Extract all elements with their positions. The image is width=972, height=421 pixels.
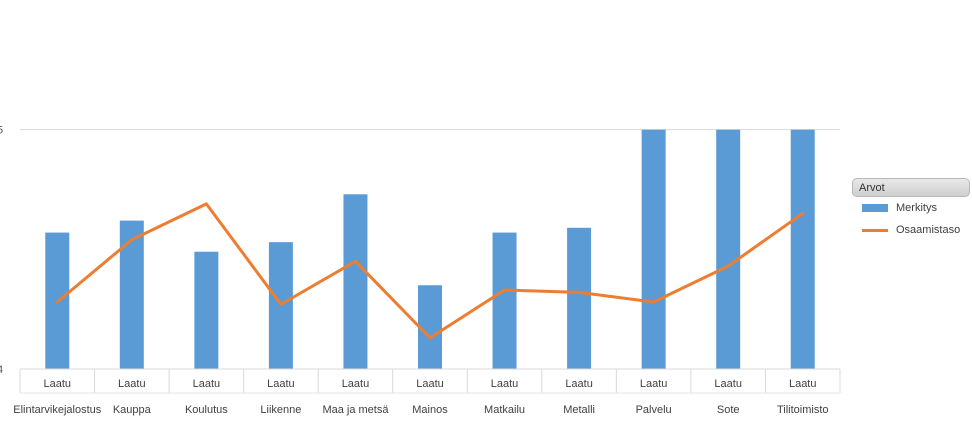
category-label-top: Laatu bbox=[565, 378, 593, 390]
legend-label-osaamistaso: Osaamistaso bbox=[896, 224, 961, 236]
category-label: Tilitoimisto bbox=[777, 404, 829, 416]
category-label: Sote bbox=[717, 404, 740, 416]
legend-label-merkitys: Merkitys bbox=[896, 202, 937, 214]
legend: Arvot Merkitys Osaamistaso bbox=[852, 178, 972, 241]
legend-swatch-bar bbox=[862, 204, 888, 212]
y-tick-label: 4 bbox=[0, 364, 3, 376]
category-label: Koulutus bbox=[185, 404, 228, 416]
category-label-top: Laatu bbox=[416, 378, 444, 390]
bar-merkitys[interactable] bbox=[418, 285, 442, 369]
category-label-top: Laatu bbox=[640, 378, 668, 390]
category-label-top: Laatu bbox=[491, 378, 519, 390]
y-tick-label: 5 bbox=[0, 125, 3, 137]
category-label-top: Laatu bbox=[44, 378, 72, 390]
category-label: Matkailu bbox=[484, 404, 525, 416]
bar-merkitys[interactable] bbox=[492, 232, 517, 369]
category-label-top: Laatu bbox=[342, 378, 370, 390]
category-label: Liikenne bbox=[260, 404, 301, 416]
bar-merkitys[interactable] bbox=[119, 220, 144, 369]
category-label: Maa ja metsä bbox=[322, 404, 389, 416]
category-label-top: Laatu bbox=[789, 378, 817, 390]
category-label-top: Laatu bbox=[193, 378, 221, 390]
bar-merkitys[interactable] bbox=[716, 129, 741, 369]
bar-merkitys[interactable] bbox=[194, 251, 219, 369]
legend-item-osaamistaso: Osaamistaso bbox=[862, 219, 972, 241]
category-label: Palvelu bbox=[636, 404, 672, 416]
category-label-top: Laatu bbox=[118, 378, 146, 390]
category-label: Mainos bbox=[412, 404, 448, 416]
legend-item-merkitys: Merkitys bbox=[862, 197, 972, 219]
legend-title[interactable]: Arvot bbox=[852, 178, 970, 197]
category-label: Elintarvikejalostus bbox=[13, 404, 102, 416]
category-label-top: Laatu bbox=[267, 378, 295, 390]
bar-merkitys[interactable] bbox=[567, 227, 592, 369]
bar-merkitys[interactable] bbox=[641, 129, 666, 369]
category-label: Metalli bbox=[563, 404, 595, 416]
legend-swatch-line bbox=[862, 228, 888, 232]
line-osaamistaso[interactable] bbox=[55, 202, 805, 340]
bar-merkitys[interactable] bbox=[343, 194, 368, 369]
bar-merkitys[interactable] bbox=[790, 129, 815, 369]
category-label: Kauppa bbox=[113, 404, 152, 416]
category-label-top: Laatu bbox=[714, 378, 742, 390]
